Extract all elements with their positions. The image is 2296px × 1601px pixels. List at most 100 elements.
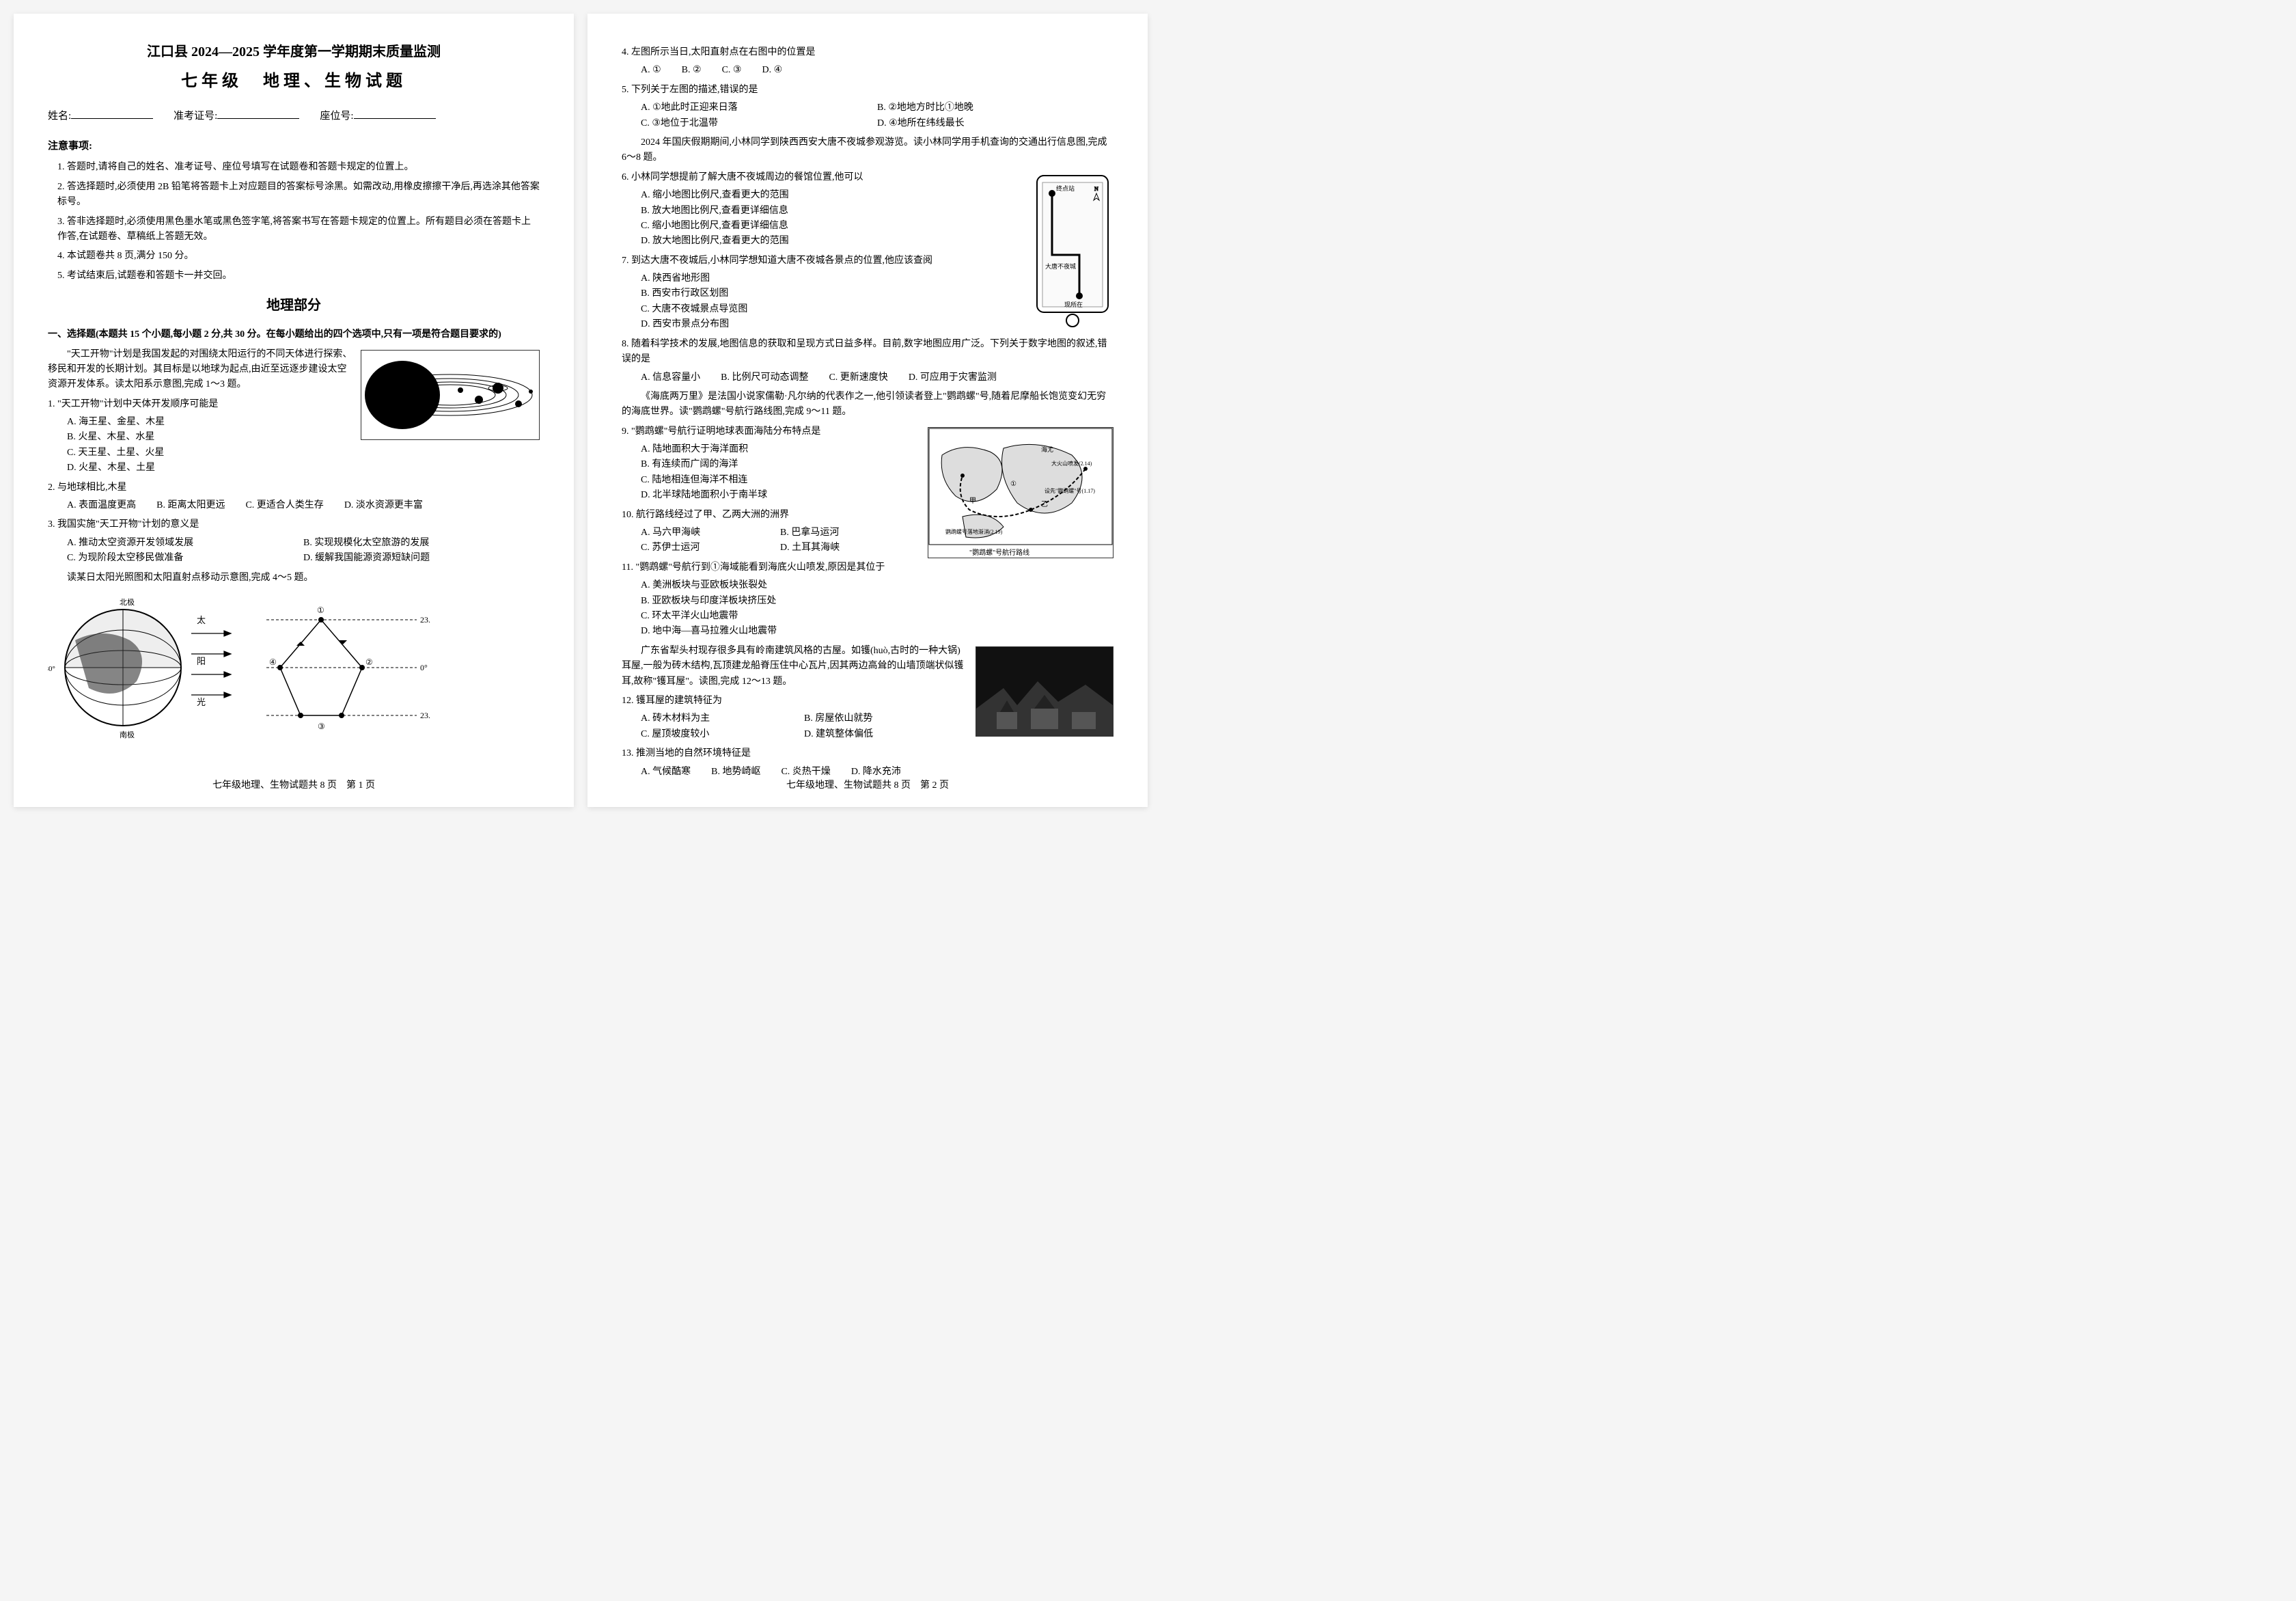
- student-info-line: 姓名: 准考证号: 座位号:: [48, 108, 540, 124]
- notice-item: 3. 答非选择题时,必须使用黑色墨水笔或黑色签字笔,将答案书写在答题卡规定的位置…: [57, 215, 540, 245]
- q3-d: D. 缓解我国能源资源短缺问题: [303, 551, 540, 566]
- q11-a: A. 美洲板块与亚欧板块张裂处: [641, 578, 1114, 593]
- map-caption: "鹦鹉螺"号航行路线: [969, 548, 1029, 557]
- context-2: 读某日太阳光照图和太阳直射点移动示意图,完成 4～5 题。: [48, 571, 540, 586]
- q8-d: D. 可应用于灾害监测: [909, 370, 997, 385]
- seat-label: 座位号:: [320, 108, 353, 124]
- page-2: 4. 左图所示当日,太阳直射点在右图中的位置是 A. ① B. ② C. ③ D…: [587, 14, 1148, 807]
- svg-text:乙: 乙: [1041, 500, 1048, 508]
- q5-stem: 5. 下列关于左图的描述,错误的是: [622, 83, 1114, 98]
- svg-text:②: ②: [365, 657, 373, 667]
- q5-b: B. ②地地方时比①地晚: [877, 100, 1114, 115]
- q4-stem: 4. 左图所示当日,太阳直射点在右图中的位置是: [622, 45, 1114, 60]
- q2-stem: 2. 与地球相比,木星: [48, 480, 540, 495]
- page-footer-1: 七年级地理、生物试题共 8 页 第 1 页: [14, 778, 574, 793]
- label-north: 北极: [120, 597, 135, 607]
- q4-options: A. ① B. ② C. ③ D. ④: [641, 63, 1114, 78]
- q2-options: A. 表面温度更高 B. 距离太阳更远 C. 更适合人类生存 D. 淡水资源更丰…: [67, 498, 540, 513]
- q11-b: B. 亚欧板块与印度洋板块挤压处: [641, 594, 1114, 609]
- q5-d: D. ④地所在纬线最长: [877, 116, 1114, 131]
- q10-b: B. 巴拿马运河: [780, 525, 919, 540]
- phone-map-figure: 终点站 大唐不夜城 现所在 N: [1032, 173, 1114, 330]
- svg-text:太: 太: [197, 615, 206, 625]
- q13-stem: 13. 推测当地的自然环境特征是: [622, 746, 1114, 761]
- q2-b: B. 距离太阳更远: [156, 498, 225, 513]
- lat-0: 0°: [420, 663, 428, 672]
- solar-system-figure: [361, 350, 540, 440]
- q2-c: C. 更适合人类生存: [245, 498, 323, 513]
- seat-blank[interactable]: [354, 118, 436, 119]
- svg-text:大火山喷发(2.14): 大火山喷发(2.14): [1051, 460, 1092, 467]
- world-route-figure: 海尤 大火山喷发(2.14) 设先"鹦鹉螺"号(1.17) 鹦鹉螺号落地渐消(2…: [928, 427, 1114, 558]
- q12-d: D. 建筑整体偏低: [804, 727, 967, 742]
- svg-text:大唐不夜城: 大唐不夜城: [1045, 262, 1076, 270]
- notice-item: 4. 本试题卷共 8 页,满分 150 分。: [57, 249, 540, 264]
- svg-text:③: ③: [318, 722, 325, 731]
- exam-subtitle: 七年级 地理、生物试题: [48, 68, 540, 94]
- q3-c: C. 为现阶段太空移民做准备: [67, 551, 303, 566]
- q8-c: C. 更新速度快: [829, 370, 887, 385]
- q3-b: B. 实现规模化太空旅游的发展: [303, 536, 540, 551]
- q2-d: D. 淡水资源更丰富: [344, 498, 423, 513]
- svg-text:鹦鹉螺号落地渐消(2.19): 鹦鹉螺号落地渐消(2.19): [945, 528, 1003, 535]
- q11-d: D. 地中海—喜马拉雅火山地震带: [641, 624, 1114, 639]
- q11-stem: 11. "鹦鹉螺"号航行到①海域能看到海底火山喷发,原因是其位于: [622, 560, 1114, 575]
- admission-blank[interactable]: [217, 118, 299, 119]
- svg-text:阳: 阳: [197, 656, 206, 666]
- svg-text:南极: 南极: [120, 730, 135, 739]
- q4-a: A. ①: [641, 63, 661, 78]
- svg-text:N: N: [1094, 186, 1098, 192]
- lat-s: 23.5°S: [420, 711, 430, 720]
- svg-text:④: ④: [269, 657, 277, 667]
- q5-options: A. ①地此时正迎来日落 B. ②地地方时比①地晚 C. ③地位于北温带 D. …: [641, 100, 1114, 131]
- q12-options: A. 砖木材料为主 B. 房屋依山就势 C. 屋顶坡度较小 D. 建筑整体偏低: [641, 711, 967, 742]
- q3-a: A. 推动太空资源开发领域发展: [67, 536, 303, 551]
- context-4: 《海底两万里》是法国小说家儒勒·凡尔纳的代表作之一,他引领读者登上"鹦鹉螺"号,…: [622, 389, 1114, 420]
- mcq-intro: 一、选择题(本题共 15 个小题,每小题 2 分,共 30 分。在每小题给出的四…: [48, 327, 540, 342]
- notice-item: 1. 答题时,请将自己的姓名、准考证号、座位号填写在试题卷和答题卡规定的位置上。: [57, 160, 540, 175]
- name-label: 姓名:: [48, 108, 71, 124]
- page-footer-2: 七年级地理、生物试题共 8 页 第 2 页: [587, 778, 1148, 793]
- lat-n: 23.5°N: [420, 615, 430, 625]
- svg-text:光: 光: [197, 697, 206, 707]
- q10-d: D. 土耳其海峡: [780, 540, 919, 556]
- geo-section-title: 地理部分: [48, 295, 540, 316]
- q11-c: C. 环太平洋火山地震带: [641, 609, 1114, 624]
- q12-a: A. 砖木材料为主: [641, 711, 804, 726]
- q11-options: A. 美洲板块与亚欧板块张裂处 B. 亚欧板块与印度洋板块挤压处 C. 环太平洋…: [641, 578, 1114, 640]
- name-blank[interactable]: [71, 118, 153, 119]
- svg-text:设先"鹦鹉螺"号(1.17): 设先"鹦鹉螺"号(1.17): [1045, 487, 1095, 494]
- svg-text:终点站: 终点站: [1056, 184, 1075, 192]
- q10-a: A. 马六甲海峡: [641, 525, 780, 540]
- context-3: 2024 年国庆假期期间,小林同学到陕西西安大唐不夜城参观游览。读小林同学用手机…: [622, 135, 1114, 166]
- q3-stem: 3. 我国实施"天工开物"计划的意义是: [48, 517, 540, 532]
- q8-a: A. 信息容量小: [641, 370, 700, 385]
- q2-a: A. 表面温度更高: [67, 498, 136, 513]
- q10-options: A. 马六甲海峡 B. 巴拿马运河 C. 苏伊士运河 D. 土耳其海峡: [641, 525, 919, 556]
- svg-text:①: ①: [317, 605, 324, 615]
- notice-list: 1. 答题时,请将自己的姓名、准考证号、座位号填写在试题卷和答题卡规定的位置上。…: [57, 160, 540, 284]
- exam-title: 江口县 2024—2025 学年度第一学期期末质量监测: [48, 41, 540, 63]
- q4-d: D. ④: [762, 63, 782, 78]
- house-photo-figure: [976, 646, 1114, 737]
- q10-c: C. 苏伊士运河: [641, 540, 780, 556]
- q8-stem: 8. 随着科学技术的发展,地图信息的获取和呈现方式日益多样。目前,数字地图应用广…: [622, 337, 1114, 368]
- q4-c: C. ③: [722, 63, 742, 78]
- svg-text:①: ①: [1010, 480, 1016, 488]
- q5-a: A. ①地此时正迎来日落: [641, 100, 877, 115]
- svg-text:180°: 180°: [48, 665, 55, 673]
- page-1: 江口县 2024—2025 学年度第一学期期末质量监测 七年级 地理、生物试题 …: [14, 14, 574, 807]
- q1-d: D. 火星、木星、土星: [67, 461, 540, 476]
- q12-b: B. 房屋依山就势: [804, 711, 967, 726]
- q1-c: C. 天王星、土星、火星: [67, 446, 540, 461]
- q8-b: B. 比例尺可动态调整: [721, 370, 808, 385]
- notice-item: 5. 考试结束后,试题卷和答题卡一并交回。: [57, 269, 540, 284]
- svg-text:甲: 甲: [969, 497, 976, 505]
- q3-options: A. 推动太空资源开发领域发展 B. 实现规模化太空旅游的发展 C. 为现阶段太…: [67, 536, 540, 566]
- q5-c: C. ③地位于北温带: [641, 116, 877, 131]
- notice-item: 2. 答选择题时,必须使用 2B 铅笔将答题卡上对应题目的答案标号涂黑。如需改动…: [57, 180, 540, 210]
- q4-b: B. ②: [682, 63, 702, 78]
- q12-c: C. 屋顶坡度较小: [641, 727, 804, 742]
- notice-title: 注意事项:: [48, 138, 540, 154]
- svg-text:海尤: 海尤: [1041, 446, 1053, 453]
